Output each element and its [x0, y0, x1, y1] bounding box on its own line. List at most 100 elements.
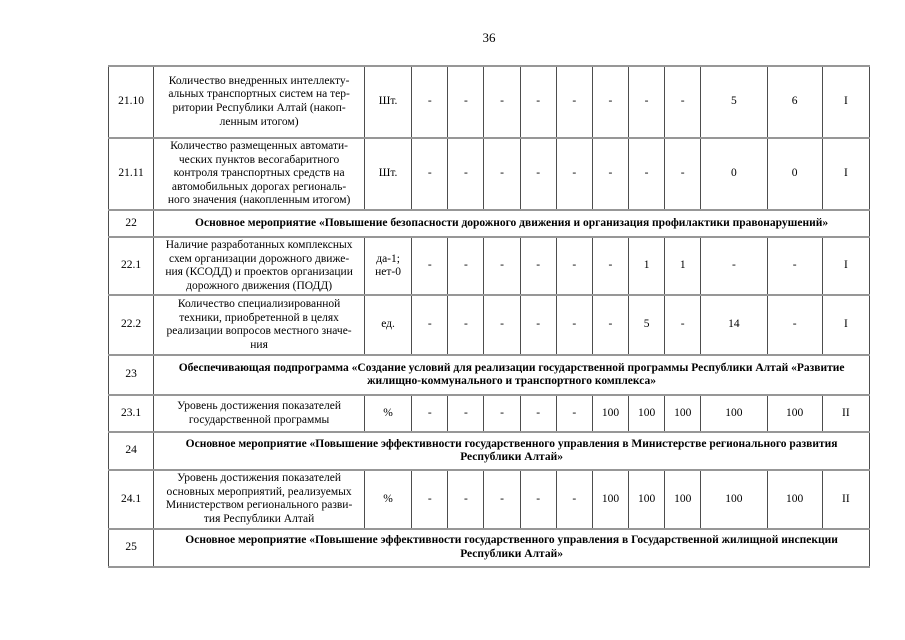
value-cell: -: [483, 65, 521, 139]
indicator-name-cell: Наличие разработанных комплексных схем о…: [153, 235, 365, 297]
row-number-cell: 21.11: [107, 137, 155, 211]
indicator-name-cell: Количество внедренных интеллекту- альных…: [153, 65, 365, 139]
status-cell: I: [821, 137, 871, 211]
value-cell: -: [447, 294, 485, 357]
value-cell: -: [555, 235, 593, 297]
row-number-cell: 22.2: [107, 294, 155, 357]
value-cell: -: [411, 137, 449, 211]
value-cell: -: [411, 294, 449, 357]
value-cell: 6: [766, 65, 823, 139]
status-cell: I: [821, 65, 871, 139]
indicator-name-cell: Количество размещенных автомати- ческих …: [153, 137, 365, 211]
value-cell: -: [447, 235, 485, 297]
value-cell: -: [664, 294, 702, 357]
section-row: 25 Основное мероприятие «Повышение эффект…: [107, 527, 870, 568]
row-number-cell: 22.1: [107, 235, 155, 297]
value-cell: -: [519, 65, 557, 139]
row-number-cell: 22: [107, 209, 155, 238]
unit-cell: Шт.: [363, 137, 413, 211]
value-cell: 100: [664, 469, 702, 530]
unit-cell: да-1; нет-0: [363, 235, 413, 297]
value-cell: -: [483, 235, 521, 297]
section-row: 22 Основное мероприятие «Повышение безопа…: [107, 209, 870, 238]
status-cell: II: [821, 469, 871, 530]
value-cell: -: [591, 235, 630, 297]
value-cell: 100: [700, 394, 768, 434]
value-cell: -: [411, 469, 449, 530]
value-cell: -: [664, 137, 702, 211]
unit-cell: ед.: [363, 294, 413, 357]
value-cell: -: [555, 469, 593, 530]
page-number: 36: [482, 30, 496, 45]
table-row: 21.10 Количество внедренных интеллекту- а…: [107, 65, 871, 139]
indicator-name-cell: Уровень достижения показателей государст…: [153, 394, 365, 434]
value-cell: -: [555, 65, 593, 139]
value-cell: -: [411, 235, 449, 297]
value-cell: 100: [700, 469, 768, 530]
value-cell: 100: [591, 469, 630, 530]
value-cell: -: [519, 137, 557, 211]
value-cell: 5: [628, 294, 666, 357]
section-title-cell: Основное мероприятие «Повышение эффектив…: [153, 527, 870, 568]
row-number-cell: 21.10: [107, 65, 155, 139]
value-cell: -: [591, 65, 630, 139]
value-cell: -: [766, 235, 823, 297]
value-cell: -: [664, 65, 702, 139]
value-cell: -: [483, 394, 521, 434]
value-cell: 1: [628, 235, 666, 297]
unit-cell: %: [363, 394, 413, 434]
table-row: 24.1 Уровень достижения показателей основ…: [107, 469, 871, 530]
table-row: 22.1 Наличие разработанных комплексных сх…: [107, 235, 871, 297]
value-cell: -: [628, 137, 666, 211]
value-cell: 14: [700, 294, 768, 357]
table-row: 23.1 Уровень достижения показателей госуд…: [107, 394, 871, 434]
value-cell: -: [766, 294, 823, 357]
section-title-cell: Основное мероприятие «Повышение безопасн…: [153, 209, 870, 238]
value-cell: 100: [628, 394, 666, 434]
value-cell: -: [447, 469, 485, 530]
row-number-cell: 24: [107, 431, 155, 472]
value-cell: -: [591, 137, 630, 211]
section-row: 23 Обеспечивающая подпрограмма «Создание …: [107, 354, 870, 397]
value-cell: -: [519, 235, 557, 297]
indicators-table-body: 21.10 Количество внедренных интеллекту- а…: [107, 65, 871, 568]
unit-cell: Шт.: [363, 65, 413, 139]
section-title-cell: Основное мероприятие «Повышение эффектив…: [153, 431, 870, 472]
value-cell: -: [447, 65, 485, 139]
value-cell: -: [555, 294, 593, 357]
value-cell: -: [519, 394, 557, 434]
status-cell: I: [821, 294, 871, 357]
value-cell: -: [411, 394, 449, 434]
status-cell: II: [821, 394, 871, 434]
value-cell: -: [483, 294, 521, 357]
row-number-cell: 23: [107, 354, 155, 397]
value-cell: -: [483, 137, 521, 211]
value-cell: 1: [664, 235, 702, 297]
value-cell: 100: [591, 394, 630, 434]
unit-cell: %: [363, 469, 413, 530]
value-cell: -: [519, 469, 557, 530]
value-cell: -: [628, 65, 666, 139]
value-cell: -: [411, 65, 449, 139]
table-row: 21.11 Количество размещенных автомати- че…: [107, 137, 871, 211]
value-cell: 5: [700, 65, 768, 139]
section-row: 24 Основное мероприятие «Повышение эффект…: [107, 431, 870, 472]
value-cell: 100: [766, 394, 823, 434]
value-cell: -: [519, 294, 557, 357]
value-cell: 0: [766, 137, 823, 211]
value-cell: 0: [700, 137, 768, 211]
value-cell: -: [700, 235, 768, 297]
status-cell: I: [821, 235, 871, 297]
row-number-cell: 25: [107, 527, 155, 568]
value-cell: -: [447, 394, 485, 434]
indicator-name-cell: Уровень достижения показателей основных …: [153, 469, 365, 530]
value-cell: -: [555, 394, 593, 434]
value-cell: 100: [628, 469, 666, 530]
section-title-cell: Обеспечивающая подпрограмма «Создание ус…: [153, 354, 870, 397]
indicators-table: 21.10 Количество внедренных интеллекту- а…: [107, 65, 871, 568]
value-cell: 100: [766, 469, 823, 530]
value-cell: -: [591, 294, 630, 357]
row-number-cell: 23.1: [107, 394, 155, 434]
value-cell: -: [555, 137, 593, 211]
